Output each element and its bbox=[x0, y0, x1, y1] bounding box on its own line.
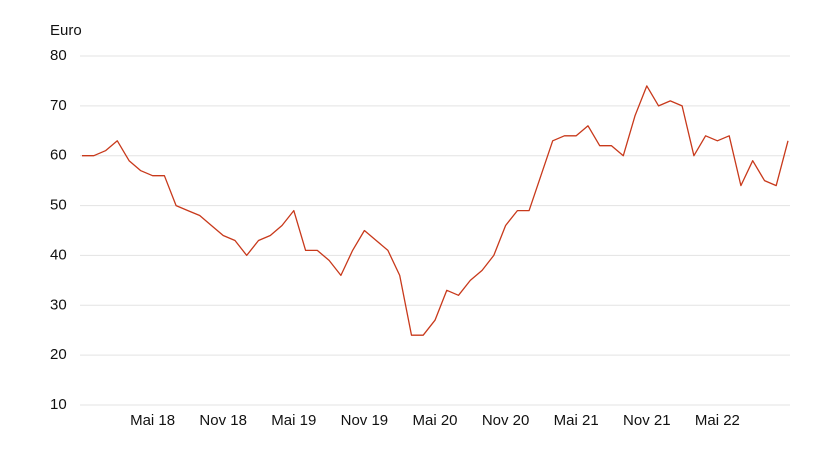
price-line bbox=[82, 85, 789, 336]
x-tick-label: Mai 18 bbox=[130, 412, 175, 429]
y-tick-label: 20 bbox=[50, 346, 67, 363]
x-tick-label: Mai 21 bbox=[554, 412, 599, 429]
y-tick-label: 10 bbox=[50, 396, 67, 413]
y-tick-label: 30 bbox=[50, 296, 67, 313]
x-tick-label: Nov 21 bbox=[623, 412, 671, 429]
x-tick-label: Mai 20 bbox=[412, 412, 457, 429]
y-tick-label: 70 bbox=[50, 97, 67, 114]
x-tick-label: Mai 22 bbox=[695, 412, 740, 429]
x-tick-label: Nov 20 bbox=[482, 412, 530, 429]
x-tick-label: Nov 19 bbox=[341, 412, 389, 429]
x-tick-label: Mai 19 bbox=[271, 412, 316, 429]
y-tick-label: 40 bbox=[50, 246, 67, 263]
x-tick-label: Nov 18 bbox=[199, 412, 247, 429]
y-tick-label: 80 bbox=[50, 47, 67, 64]
y-tick-label: 50 bbox=[50, 197, 67, 214]
y-axis-label: Euro bbox=[50, 22, 82, 39]
y-tick-label: 60 bbox=[50, 147, 67, 164]
